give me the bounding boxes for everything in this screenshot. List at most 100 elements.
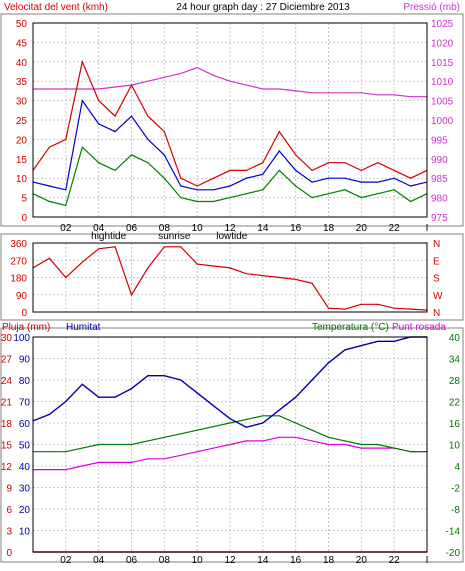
temperature-tick-label: -14 xyxy=(446,527,461,538)
x-tick-label: 10 xyxy=(192,555,204,566)
direction-tick-label: 270 xyxy=(10,256,27,267)
wind-tick-label: 45 xyxy=(16,38,28,49)
x-tick-label: I xyxy=(426,223,429,234)
x-tick-label: 04 xyxy=(93,223,105,234)
wind-tick-label: 15 xyxy=(16,155,28,166)
x-tick-label: 04 xyxy=(93,555,105,566)
x-tick-label: 22 xyxy=(389,223,401,234)
x-tick-label: 06 xyxy=(126,555,138,566)
compass-tick-label: W xyxy=(433,291,443,302)
pressure-tick-label: 985 xyxy=(431,174,448,185)
wind-tick-label: 25 xyxy=(16,116,28,127)
rain-tick-label: 21 xyxy=(1,398,13,409)
rain-tick-label: 3 xyxy=(6,527,12,538)
x-tick-label: 08 xyxy=(159,223,171,234)
x-tick-label: 16 xyxy=(290,555,302,566)
humidity-tick-label: 30 xyxy=(19,484,31,495)
direction-tick-label: 90 xyxy=(16,291,28,302)
x-tick-label: 18 xyxy=(323,555,335,566)
pressure-tick-label: 1020 xyxy=(431,38,454,49)
pressure-axis-title: Pressió (mb) xyxy=(403,2,460,13)
pressure-tick-label: 1010 xyxy=(431,77,454,88)
x-tick-label: 02 xyxy=(60,223,72,234)
wind-tick-label: 20 xyxy=(16,135,28,146)
panel-2-border xyxy=(0,233,464,321)
humidity-tick-label: 90 xyxy=(19,355,31,366)
temperature-tick-label: 10 xyxy=(449,441,461,452)
humidity-tick-label: 40 xyxy=(19,462,31,473)
humidity-tick-label: 60 xyxy=(19,419,31,430)
tide-label: hightide xyxy=(91,231,126,242)
wind-tick-label: 35 xyxy=(16,77,28,88)
series-line-gust xyxy=(32,99,428,191)
pressure-tick-label: 975 xyxy=(431,213,448,224)
graph-title: 24 hour graph day : 27 Diciembre 2013 xyxy=(176,2,350,13)
dewpoint-axis-title: Punt rosada xyxy=(392,322,446,333)
humidity-tick-label: 20 xyxy=(19,505,31,516)
pressure-tick-label: 1025 xyxy=(431,19,454,30)
pressure-tick-label: 1000 xyxy=(431,116,454,127)
tide-label: sunrise xyxy=(158,231,191,242)
rain-tick-label: 27 xyxy=(1,355,13,366)
humidity-tick-label: 10 xyxy=(19,527,31,538)
direction-tick-label: 180 xyxy=(10,274,27,285)
temperature-tick-label: 22 xyxy=(449,398,461,409)
x-tick-label: 06 xyxy=(126,223,138,234)
direction-tick-label: 360 xyxy=(10,239,27,250)
humidity-tick-label: 100 xyxy=(13,333,30,344)
compass-tick-label: S xyxy=(433,274,440,285)
temperature-axis-title: Temperatura (°C) xyxy=(312,322,389,333)
x-tick-label: 02 xyxy=(60,555,72,566)
humidity-tick-label: 70 xyxy=(19,398,31,409)
pressure-tick-label: 1005 xyxy=(431,97,454,108)
x-tick-label: 22 xyxy=(389,555,401,566)
temperature-tick-label: 40 xyxy=(449,333,461,344)
rain-tick-label: 18 xyxy=(1,419,13,430)
rain-tick-label: 6 xyxy=(6,505,12,516)
compass-tick-label: N xyxy=(433,308,440,319)
humidity-tick-label: 50 xyxy=(19,441,31,452)
series-line-wind xyxy=(32,59,428,187)
x-tick-label: 14 xyxy=(257,555,269,566)
panel-1-border xyxy=(0,13,464,227)
humidity-plot-frame xyxy=(32,336,428,553)
x-tick-label: 08 xyxy=(159,555,171,566)
pressure-tick-label: 990 xyxy=(431,155,448,166)
compass-tick-label: E xyxy=(433,256,440,267)
wind-tick-label: 0 xyxy=(21,213,27,224)
temperature-tick-label: 34 xyxy=(449,355,461,366)
wind-axis-title: Velocitat del vent (kmh) xyxy=(4,2,108,13)
wind-tick-label: 10 xyxy=(16,174,28,185)
rain-axis-title: Pluja (mm) xyxy=(2,322,50,333)
rain-tick-label: 15 xyxy=(1,441,13,452)
series-line-wind xyxy=(32,246,428,311)
pressure-tick-label: 980 xyxy=(431,194,448,205)
humidity-tick-label: 80 xyxy=(19,376,31,387)
humidity-axis-title: Humitat xyxy=(66,322,101,333)
series-line-temperature xyxy=(33,415,427,453)
x-tick-label: 12 xyxy=(224,555,236,566)
series-line-windDark xyxy=(32,146,428,207)
rain-tick-label: 0 xyxy=(6,548,12,559)
rain-tick-label: 30 xyxy=(1,333,13,344)
x-tick-label: 12 xyxy=(224,223,236,234)
series-line-dewpoint xyxy=(33,436,427,471)
pressure-tick-label: 1015 xyxy=(431,58,454,69)
x-tick-label: 14 xyxy=(257,223,269,234)
x-tick-label: I xyxy=(426,555,429,566)
x-tick-label: 20 xyxy=(356,555,368,566)
wind-tick-label: 50 xyxy=(16,19,28,30)
rain-tick-label: 12 xyxy=(1,462,13,473)
wind-tick-label: 30 xyxy=(16,97,28,108)
temperature-tick-label: 16 xyxy=(449,419,461,430)
rain-tick-label: 9 xyxy=(6,484,12,495)
x-tick-label: 10 xyxy=(192,223,204,234)
rain-tick-label: 24 xyxy=(1,376,13,387)
temperature-tick-label: 4 xyxy=(454,462,460,473)
x-tick-label: 18 xyxy=(323,223,335,234)
x-tick-label: 16 xyxy=(290,223,302,234)
